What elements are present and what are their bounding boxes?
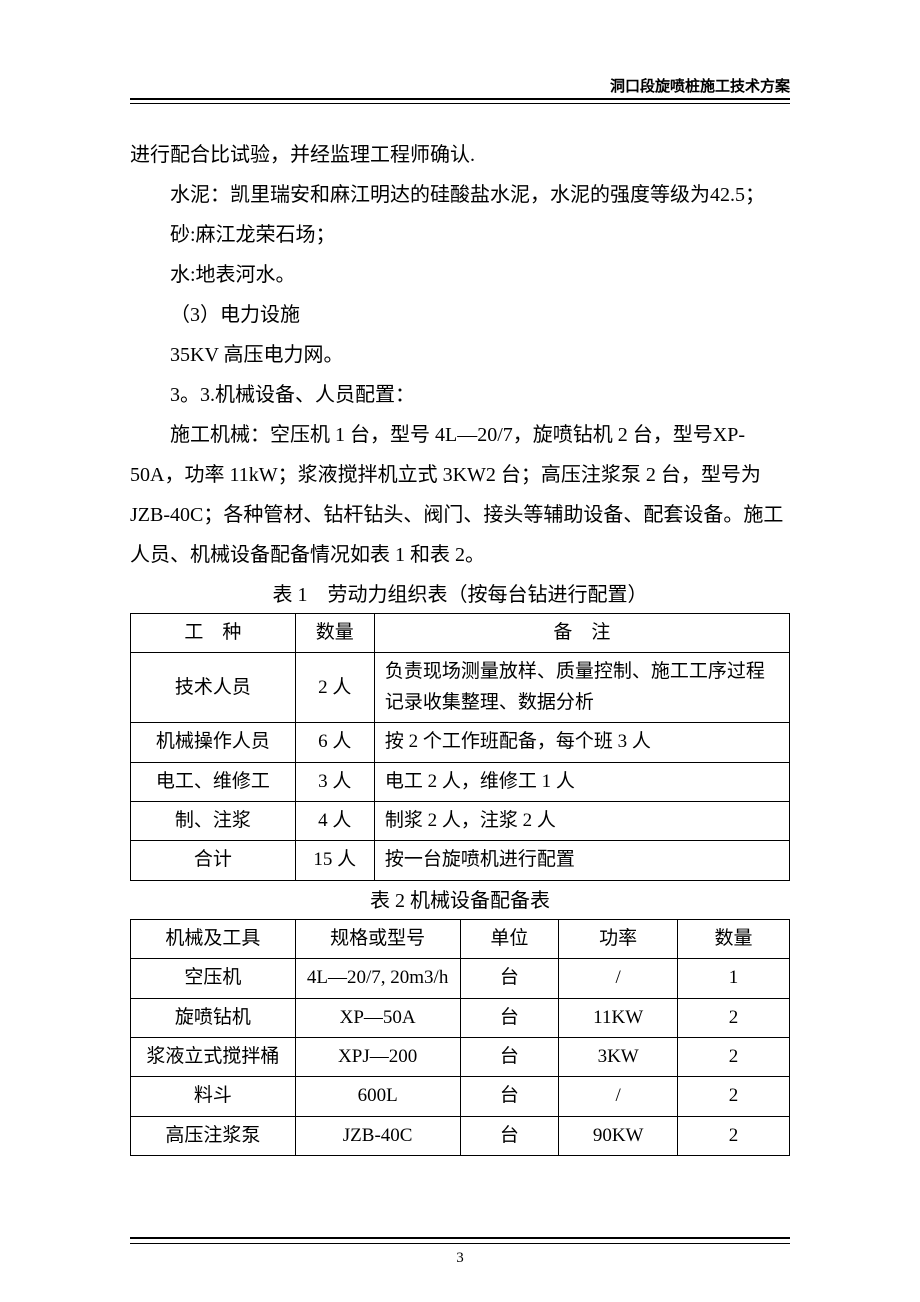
table-header: 数量: [677, 919, 789, 958]
table-cell: 600L: [295, 1077, 460, 1116]
table-cell: 制浆 2 人，注浆 2 人: [374, 801, 789, 840]
paragraph: （3）电力设施: [130, 295, 790, 335]
table-cell: 4L—20/7, 20m3/h: [295, 959, 460, 998]
equipment-table: 机械及工具 规格或型号 单位 功率 数量 空压机 4L—20/7, 20m3/h…: [130, 919, 790, 1156]
paragraph: 35KV 高压电力网。: [130, 335, 790, 375]
table-cell: 2: [677, 1037, 789, 1076]
table-cell: 2: [677, 1116, 789, 1155]
table-cell: 2 人: [295, 653, 374, 723]
table-header: 规格或型号: [295, 919, 460, 958]
paragraph: 进行配合比试验，并经监理工程师确认.: [130, 135, 790, 175]
table-row: 技术人员 2 人 负责现场测量放样、质量控制、施工工序过程记录收集整理、数据分析: [131, 653, 790, 723]
table-cell: 台: [460, 1077, 559, 1116]
table-cell: 台: [460, 998, 559, 1037]
table-row: 制、注浆 4 人 制浆 2 人，注浆 2 人: [131, 801, 790, 840]
table-cell: 按一台旋喷机进行配置: [374, 841, 789, 880]
content-area: 进行配合比试验，并经监理工程师确认. 水泥：凯里瑞安和麻江明达的硅酸盐水泥，水泥…: [130, 135, 790, 1156]
table-header: 工 种: [131, 614, 296, 653]
table-cell: 台: [460, 1116, 559, 1155]
table-cell: JZB-40C: [295, 1116, 460, 1155]
table-cell: 2: [677, 998, 789, 1037]
table-cell: 6 人: [295, 723, 374, 762]
table-cell: 4 人: [295, 801, 374, 840]
table-cell: 空压机: [131, 959, 296, 998]
table-row: 电工、维修工 3 人 电工 2 人，维修工 1 人: [131, 762, 790, 801]
table-cell: 电工、维修工: [131, 762, 296, 801]
table-row: 机械操作人员 6 人 按 2 个工作班配备，每个班 3 人: [131, 723, 790, 762]
paragraph: 砂:麻江龙荣石场；: [130, 215, 790, 255]
table-cell: 合计: [131, 841, 296, 880]
table-cell: 3KW: [559, 1037, 678, 1076]
table2-caption: 表 2 机械设备配备表: [130, 885, 790, 917]
table-cell: 3 人: [295, 762, 374, 801]
table-cell: 1: [677, 959, 789, 998]
footer-rule-thin: [130, 1243, 790, 1244]
paragraph: 3。3.机械设备、人员配置：: [130, 375, 790, 415]
table-cell: 高压注浆泵: [131, 1116, 296, 1155]
paragraph: 水泥：凯里瑞安和麻江明达的硅酸盐水泥，水泥的强度等级为42.5；: [130, 175, 790, 215]
table1-caption: 表 1 劳动力组织表（按每台钻进行配置）: [130, 579, 790, 611]
table-cell: 2: [677, 1077, 789, 1116]
table-header-row: 机械及工具 规格或型号 单位 功率 数量: [131, 919, 790, 958]
table-cell: 90KW: [559, 1116, 678, 1155]
table-cell: 料斗: [131, 1077, 296, 1116]
labor-table: 工 种 数量 备 注 技术人员 2 人 负责现场测量放样、质量控制、施工工序过程…: [130, 613, 790, 881]
table-cell: XPJ—200: [295, 1037, 460, 1076]
table-cell: 旋喷钻机: [131, 998, 296, 1037]
page-number: 3: [0, 1250, 920, 1267]
table-row: 合计 15 人 按一台旋喷机进行配置: [131, 841, 790, 880]
header-rule-thick: [130, 98, 790, 100]
table-cell: XP—50A: [295, 998, 460, 1037]
table-cell: 技术人员: [131, 653, 296, 723]
table-header: 机械及工具: [131, 919, 296, 958]
table-cell: 按 2 个工作班配备，每个班 3 人: [374, 723, 789, 762]
document-page: 洞口段旋喷桩施工技术方案 进行配合比试验，并经监理工程师确认. 水泥：凯里瑞安和…: [0, 0, 920, 1302]
table-row: 料斗 600L 台 / 2: [131, 1077, 790, 1116]
footer-rule-thick: [130, 1237, 790, 1239]
table-cell: 电工 2 人，维修工 1 人: [374, 762, 789, 801]
header-rule-thin: [130, 103, 790, 104]
table-cell: 台: [460, 1037, 559, 1076]
table-header: 单位: [460, 919, 559, 958]
table-row: 高压注浆泵 JZB-40C 台 90KW 2: [131, 1116, 790, 1155]
table-header: 数量: [295, 614, 374, 653]
table-cell: 台: [460, 959, 559, 998]
table-cell: 制、注浆: [131, 801, 296, 840]
table-cell: 浆液立式搅拌桶: [131, 1037, 296, 1076]
table-cell: 11KW: [559, 998, 678, 1037]
paragraph: 施工机械：空压机 1 台，型号 4L—20/7，旋喷钻机 2 台，型号XP-50…: [130, 415, 790, 575]
table-header: 备 注: [374, 614, 789, 653]
header-title: 洞口段旋喷桩施工技术方案: [610, 75, 790, 96]
table-header-row: 工 种 数量 备 注: [131, 614, 790, 653]
paragraph: 水:地表河水。: [130, 255, 790, 295]
table-cell: 负责现场测量放样、质量控制、施工工序过程记录收集整理、数据分析: [374, 653, 789, 723]
table-cell: 15 人: [295, 841, 374, 880]
table-row: 空压机 4L—20/7, 20m3/h 台 / 1: [131, 959, 790, 998]
table-row: 旋喷钻机 XP—50A 台 11KW 2: [131, 998, 790, 1037]
table-row: 浆液立式搅拌桶 XPJ—200 台 3KW 2: [131, 1037, 790, 1076]
table-cell: /: [559, 959, 678, 998]
table-cell: /: [559, 1077, 678, 1116]
table-cell: 机械操作人员: [131, 723, 296, 762]
table-header: 功率: [559, 919, 678, 958]
